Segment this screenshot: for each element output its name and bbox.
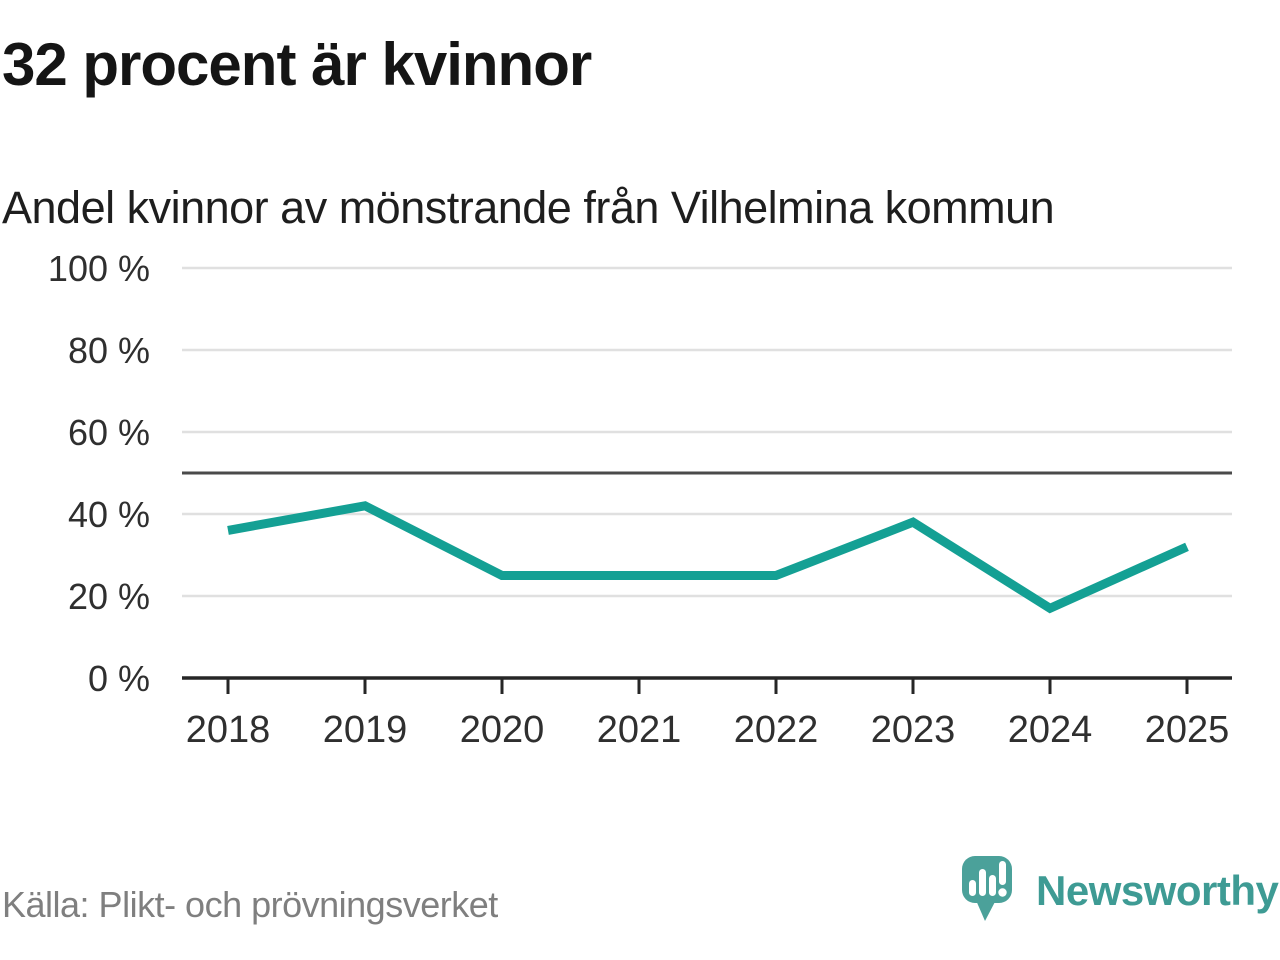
x-axis-tick-label: 2024: [1008, 709, 1093, 751]
x-axis-tick-label: 2018: [186, 709, 271, 751]
newsworthy-speech-bubble-chart-icon: [962, 856, 1012, 921]
x-axis-tick-label: 2020: [460, 709, 545, 751]
newsworthy-wordmark: Newsworthy: [1036, 867, 1279, 914]
data-line-andel-kvinnor: [227, 501, 1189, 614]
x-axis-tick-label: 2022: [734, 709, 819, 751]
y-axis-tick-label: 80 %: [68, 330, 150, 371]
y-axis-tick-label: 100 %: [48, 250, 150, 289]
chart-subtitle: Andel kvinnor av mönstrande från Vilhelm…: [2, 182, 1055, 233]
y-axis-tick-label: 0 %: [88, 658, 150, 699]
source-attribution: Källa: Plikt- och prövningsverket: [2, 884, 498, 925]
x-axis-tick-label: 2021: [597, 709, 682, 751]
x-axis-tick-label: 2023: [871, 709, 956, 751]
x-axis-tick-label: 2025: [1145, 709, 1230, 751]
newsworthy-logo: Newsworthy: [960, 854, 1279, 928]
chart-title: 32 procent är kvinnor: [2, 31, 592, 98]
y-axis-tick-label: 40 %: [68, 494, 150, 535]
y-axis-tick-label: 20 %: [68, 576, 150, 617]
x-axis-tick-label: 2019: [323, 709, 408, 751]
y-axis-tick-label: 60 %: [68, 412, 150, 453]
line-chart: 100 % 80 % 60 % 40 % 20 % 0 % 2018 2019 2020 2021…: [48, 250, 1232, 751]
